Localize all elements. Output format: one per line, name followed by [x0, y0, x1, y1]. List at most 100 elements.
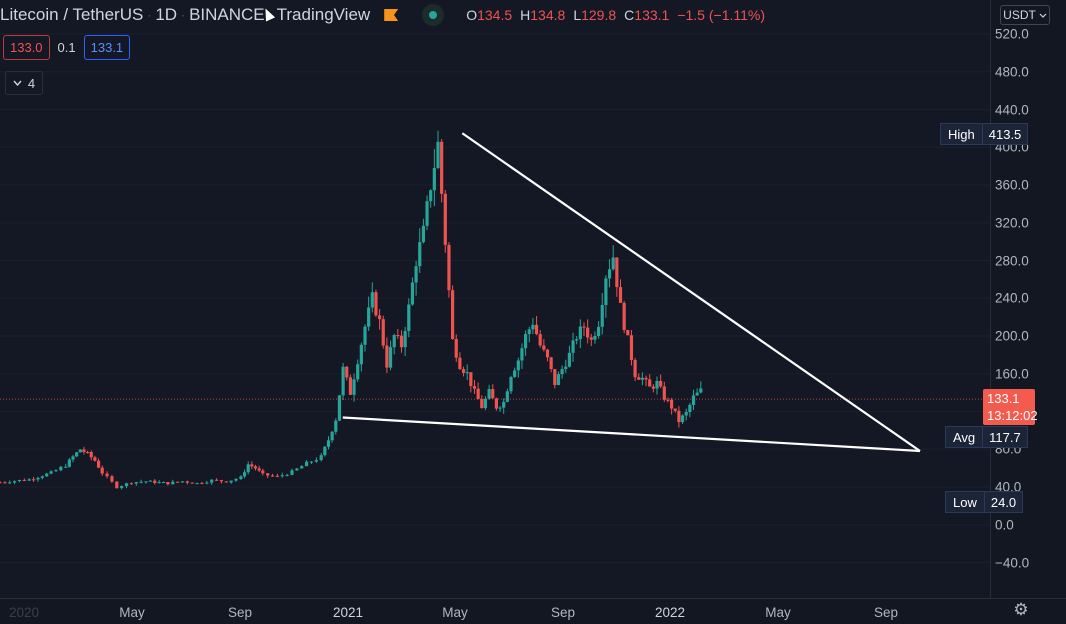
price-tick-label: 240.0 [995, 290, 1029, 306]
candle-body [593, 336, 597, 340]
candle-body [78, 449, 82, 453]
candle-body [166, 482, 170, 485]
candle-body [8, 482, 12, 484]
candle-body [626, 330, 630, 336]
candle-body [323, 446, 327, 456]
candle-body [421, 225, 425, 243]
time-axis[interactable] [0, 598, 1066, 624]
candle-body [13, 481, 17, 483]
candle-body [261, 470, 265, 474]
candle-body [330, 431, 334, 441]
candle-body [465, 372, 469, 374]
current-price-value: 133.1 [987, 391, 1020, 406]
candle-body [531, 324, 535, 330]
candle-body [246, 464, 250, 473]
candle-body [309, 461, 314, 463]
price-tick-label: 320.0 [995, 215, 1029, 231]
candle-body [607, 269, 612, 279]
candle-body [629, 335, 634, 360]
candle-body [129, 483, 133, 485]
trendline[interactable] [461, 132, 921, 452]
candle-body [190, 482, 194, 484]
candle-body [553, 369, 557, 386]
candle-body [615, 257, 619, 288]
candle-body [214, 479, 219, 481]
time-label: Sep [227, 605, 253, 620]
candle-body [691, 395, 696, 405]
time-label: 2021 [332, 605, 364, 620]
sell-button[interactable]: 133.0 [3, 35, 50, 60]
high-tag-value: 413.5 [982, 123, 1029, 145]
candle-body [234, 478, 238, 481]
candle-body [40, 476, 44, 478]
low-tag: Low 24.0 [945, 491, 1024, 513]
candle-body [96, 460, 101, 468]
candle-body [17, 479, 22, 482]
candle-body [134, 482, 138, 484]
candle-body [633, 359, 637, 378]
indicators-toggle-button[interactable]: 4 [5, 71, 43, 95]
interval-label[interactable]: 1D [155, 5, 178, 24]
change-value: −1.5 (−1.11%) [677, 7, 766, 23]
spread-value: 0.1 [57, 40, 76, 55]
candle-body [578, 326, 582, 340]
candle-body [443, 193, 447, 245]
candle-body [677, 410, 681, 423]
candlestick-chart[interactable] [0, 0, 990, 598]
candle-body [644, 377, 648, 380]
candle-body [597, 326, 601, 337]
candle-body [472, 386, 477, 389]
price-tick-label: 0.0 [995, 517, 1014, 533]
avg-tag-label: Avg [945, 426, 984, 448]
gear-icon[interactable]: ⚙ [1013, 600, 1029, 619]
buy-button[interactable]: 133.1 [83, 35, 131, 60]
candle-body [538, 334, 542, 346]
current-price-tag: 133.1 13:12:02 [983, 389, 1038, 425]
indicators-count: 4 [27, 75, 36, 91]
candle-body [461, 369, 466, 373]
avg-tag-value: 117.7 [983, 426, 1028, 448]
candle-body [205, 482, 209, 484]
candle-body [285, 474, 289, 476]
price-tick-label: 160.0 [995, 366, 1029, 382]
candle-body [480, 399, 484, 409]
time-label: May [765, 605, 791, 620]
candle-body [176, 481, 180, 483]
market-status-icon[interactable] [422, 4, 445, 26]
candle-body [36, 477, 40, 480]
candle-body [560, 369, 564, 375]
chart-canvas[interactable] [0, 0, 990, 598]
time-label: May [442, 605, 468, 620]
price-tick-label: 480.0 [995, 64, 1029, 80]
price-tick-label: −40.0 [995, 555, 1030, 570]
candle-body [224, 481, 228, 483]
candle-body [571, 340, 575, 353]
candle-body [45, 473, 49, 477]
candle-body [82, 449, 86, 452]
flag-icon[interactable] [384, 9, 399, 21]
currency-dropdown[interactable]: USDT [1000, 5, 1050, 25]
candle-body [622, 302, 626, 331]
candle-body [370, 292, 374, 308]
trendline[interactable] [342, 416, 921, 453]
candle-body [476, 388, 480, 400]
candle-body [49, 471, 53, 474]
candle-body [600, 304, 604, 327]
candle-body [75, 452, 79, 457]
candle-body [491, 389, 495, 399]
candle-body [89, 452, 93, 458]
candle-body [374, 292, 378, 316]
candle-body [378, 315, 382, 320]
candle-body [280, 475, 284, 477]
price-tick-label: 280.0 [995, 253, 1029, 268]
symbol-name[interactable]: Litecoin / TetherUS [0, 5, 144, 24]
price-tick-label: 440.0 [995, 102, 1029, 117]
candle-body [396, 335, 400, 337]
candle-body [381, 319, 385, 346]
candle-body [250, 464, 254, 467]
candle-body [567, 352, 571, 367]
candle-body [407, 304, 411, 332]
candle-body [688, 404, 692, 413]
candle-body [534, 324, 539, 335]
candle-body [684, 412, 688, 416]
